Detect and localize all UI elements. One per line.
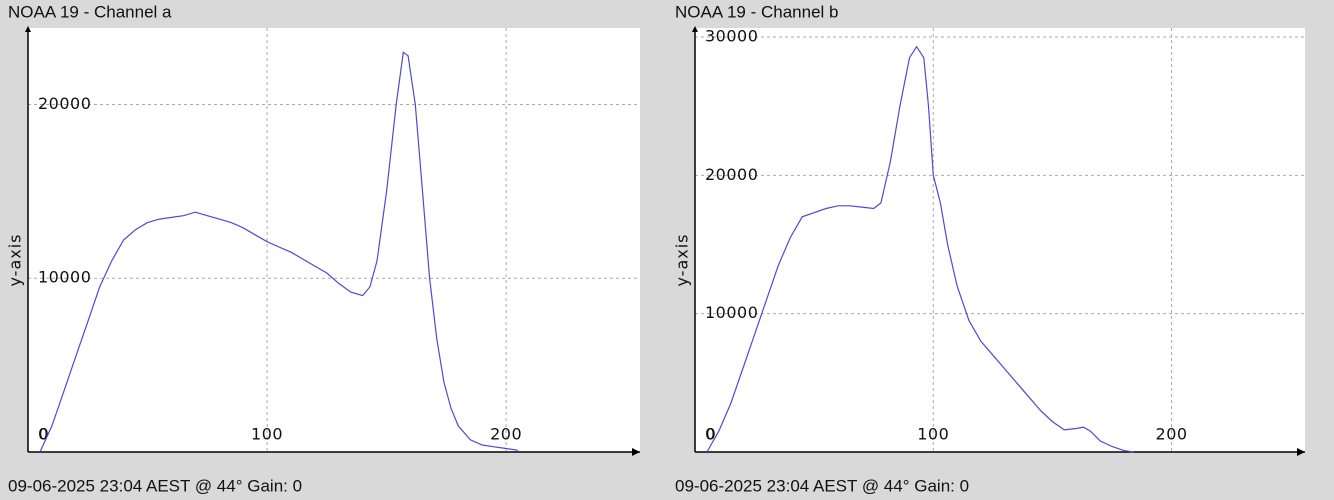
plot-area	[695, 28, 1305, 452]
y-tick-label: 0	[705, 425, 716, 444]
status-footer: 09-06-2025 23:04 AEST @ 44° Gain: 0	[675, 476, 969, 495]
data-line	[39, 51, 519, 453]
x-tick-label: 100	[251, 425, 283, 444]
data-line	[706, 45, 1134, 453]
x-tick-label: 0	[706, 425, 717, 444]
x-tick-label: 200	[1156, 425, 1188, 444]
y-tick-label: 0	[38, 425, 49, 444]
y-tick-label: 30000	[705, 26, 758, 45]
chart-title: NOAA 19 - Channel b	[675, 2, 838, 21]
y-axis-arrow	[25, 26, 31, 32]
chart-title: NOAA 19 - Channel a	[8, 2, 172, 21]
y-axis-label: y-axis	[6, 233, 25, 286]
x-axis-arrow	[632, 448, 640, 456]
y-axis-label: y-axis	[673, 233, 692, 286]
status-footer: 09-06-2025 23:04 AEST @ 44° Gain: 0	[8, 476, 302, 495]
x-tick-label: 100	[917, 425, 949, 444]
y-tick-label: 20000	[38, 94, 91, 113]
x-axis-arrow	[1297, 448, 1305, 456]
y-axis-arrow	[692, 26, 698, 32]
y-tick-label: 10000	[705, 303, 758, 322]
plot-area	[28, 28, 640, 452]
x-tick-label: 200	[490, 425, 522, 444]
y-tick-label: 10000	[38, 268, 91, 287]
y-tick-label: 20000	[705, 165, 758, 184]
x-tick-label: 0	[39, 425, 50, 444]
